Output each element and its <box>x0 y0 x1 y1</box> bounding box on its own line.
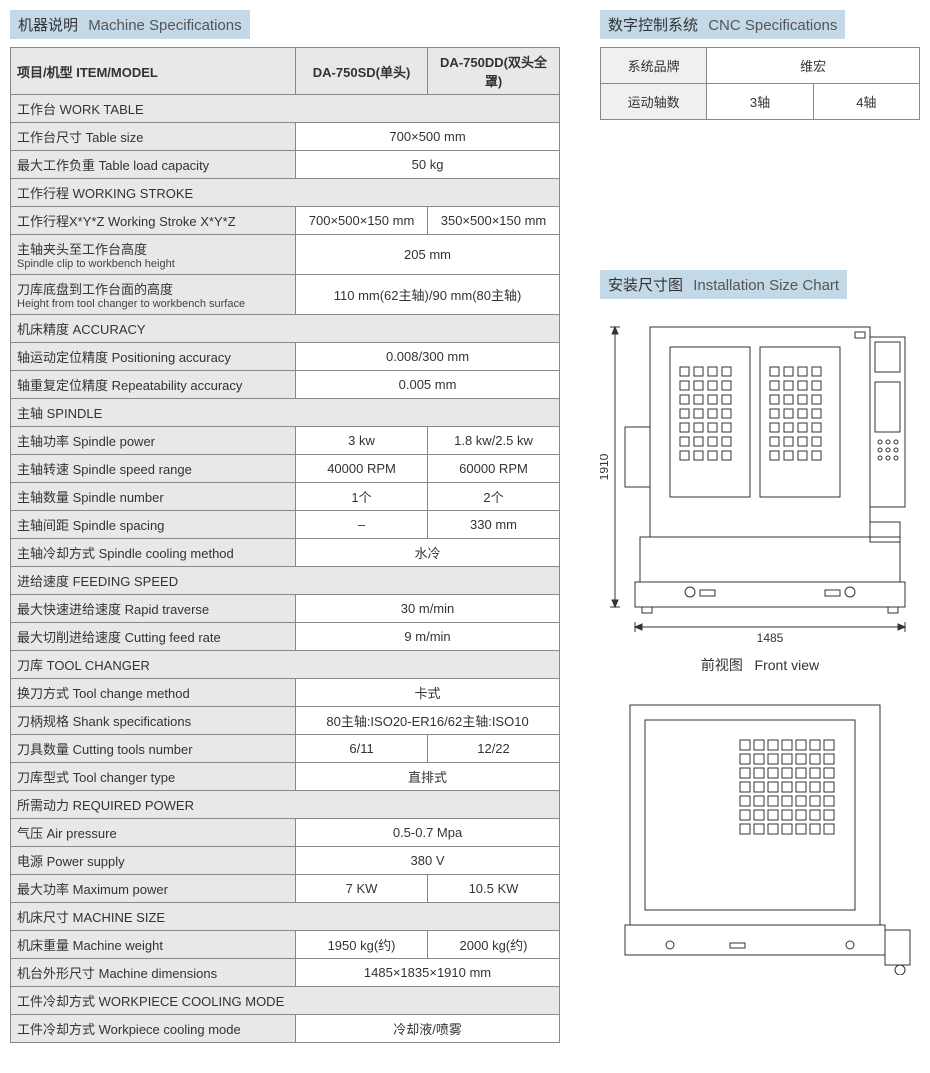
header-cn: 安装尺寸图 <box>608 277 683 294</box>
row-value: 110 mm(62主轴)/90 mm(80主轴) <box>296 275 560 315</box>
cnc-brand-label: 系统品牌 <box>601 48 707 84</box>
cnc-axis-v1: 3轴 <box>707 84 813 120</box>
row-value-2: 12/22 <box>428 735 560 763</box>
row-label: 主轴数量 Spindle number <box>11 483 296 511</box>
row-value: 30 m/min <box>296 595 560 623</box>
section-title: 刀库 TOOL CHANGER <box>11 651 560 679</box>
row-value-1: 7 KW <box>296 875 428 903</box>
header-cn: 机器说明 <box>18 17 78 34</box>
row-label: 轴重复定位精度 Repeatability accuracy <box>11 371 296 399</box>
row-value: 50 kg <box>296 151 560 179</box>
row-value-2: 2个 <box>428 483 560 511</box>
row-label: 最大功率 Maximum power <box>11 875 296 903</box>
section-title: 机床精度 ACCURACY <box>11 315 560 343</box>
row-value-1: – <box>296 511 428 539</box>
row-value-1: 700×500×150 mm <box>296 207 428 235</box>
row-value: 0.008/300 mm <box>296 343 560 371</box>
header-en: Machine Specifications <box>88 17 241 34</box>
row-value: 卡式 <box>296 679 560 707</box>
section-title: 机床尺寸 MACHINE SIZE <box>11 903 560 931</box>
side-view-diagram <box>600 695 920 975</box>
col-label: 项目/机型 ITEM/MODEL <box>11 48 296 95</box>
front-view-diagram: 1485 1910 <box>600 307 920 647</box>
row-label: 最大工作负重 Table load capacity <box>11 151 296 179</box>
install-chart-header: 安装尺寸图 Installation Size Chart <box>600 270 847 299</box>
row-value: 205 mm <box>296 235 560 275</box>
row-value: 80主轴:ISO20-ER16/62主轴:ISO10 <box>296 707 560 735</box>
row-label: 工作行程X*Y*Z Working Stroke X*Y*Z <box>11 207 296 235</box>
row-value: 0.5-0.7 Mpa <box>296 819 560 847</box>
row-value-2: 350×500×150 mm <box>428 207 560 235</box>
row-value: 380 V <box>296 847 560 875</box>
row-value-2: 2000 kg(约) <box>428 931 560 959</box>
cnc-axis-label: 运动轴数 <box>601 84 707 120</box>
section-title: 进给速度 FEEDING SPEED <box>11 567 560 595</box>
row-value: 水冷 <box>296 539 560 567</box>
row-value: 直排式 <box>296 763 560 791</box>
machine-spec-header: 机器说明 Machine Specifications <box>10 10 250 39</box>
row-label: 换刀方式 Tool change method <box>11 679 296 707</box>
row-value-1: 3 kw <box>296 427 428 455</box>
row-value-2: 330 mm <box>428 511 560 539</box>
section-title: 所需动力 REQUIRED POWER <box>11 791 560 819</box>
row-label: 工作台尺寸 Table size <box>11 123 296 151</box>
section-title: 主轴 SPINDLE <box>11 399 560 427</box>
cnc-spec-header: 数字控制系统 CNC Specifications <box>600 10 845 39</box>
row-label: 刀库型式 Tool changer type <box>11 763 296 791</box>
row-label: 机床重量 Machine weight <box>11 931 296 959</box>
row-label: 刀具数量 Cutting tools number <box>11 735 296 763</box>
row-label: 气压 Air pressure <box>11 819 296 847</box>
row-label: 主轴冷却方式 Spindle cooling method <box>11 539 296 567</box>
section-title: 工作台 WORK TABLE <box>11 95 560 123</box>
row-label: 主轴转速 Spindle speed range <box>11 455 296 483</box>
header-en: Installation Size Chart <box>693 277 839 294</box>
row-value-1: 40000 RPM <box>296 455 428 483</box>
row-label: 轴运动定位精度 Positioning accuracy <box>11 343 296 371</box>
col-model2: DA-750DD(双头全罩) <box>428 48 560 95</box>
row-label: 主轴夹头至工作台高度Spindle clip to workbench heig… <box>11 235 296 275</box>
dim-width: 1485 <box>757 631 784 645</box>
row-label: 刀库底盘到工作台面的高度Height from tool changer to … <box>11 275 296 315</box>
section-title: 工作行程 WORKING STROKE <box>11 179 560 207</box>
row-label: 最大快速进给速度 Rapid traverse <box>11 595 296 623</box>
row-value-2: 1.8 kw/2.5 kw <box>428 427 560 455</box>
row-value: 1485×1835×1910 mm <box>296 959 560 987</box>
row-value: 9 m/min <box>296 623 560 651</box>
col-model1: DA-750SD(单头) <box>296 48 428 95</box>
row-value: 冷却液/喷雾 <box>296 1015 560 1043</box>
row-label: 电源 Power supply <box>11 847 296 875</box>
section-title: 工件冷却方式 WORKPIECE COOLING MODE <box>11 987 560 1015</box>
dim-height: 1910 <box>600 453 611 480</box>
cnc-brand-val: 维宏 <box>707 48 920 84</box>
row-label: 主轴功率 Spindle power <box>11 427 296 455</box>
row-value-1: 6/11 <box>296 735 428 763</box>
row-label: 最大切削进给速度 Cutting feed rate <box>11 623 296 651</box>
row-value: 0.005 mm <box>296 371 560 399</box>
header-cn: 数字控制系统 <box>608 17 698 34</box>
cnc-axis-v2: 4轴 <box>813 84 919 120</box>
row-value: 700×500 mm <box>296 123 560 151</box>
row-label: 机台外形尺寸 Machine dimensions <box>11 959 296 987</box>
cnc-spec-table: 系统品牌 维宏 运动轴数 3轴 4轴 <box>600 47 920 120</box>
row-value-2: 60000 RPM <box>428 455 560 483</box>
row-label: 刀柄规格 Shank specifications <box>11 707 296 735</box>
row-value-1: 1950 kg(约) <box>296 931 428 959</box>
header-en: CNC Specifications <box>708 17 837 34</box>
row-value-1: 1个 <box>296 483 428 511</box>
row-value-2: 10.5 KW <box>428 875 560 903</box>
row-label: 主轴间距 Spindle spacing <box>11 511 296 539</box>
machine-spec-table: 项目/机型 ITEM/MODEL DA-750SD(单头) DA-750DD(双… <box>10 47 560 1043</box>
row-label: 工件冷却方式 Workpiece cooling mode <box>11 1015 296 1043</box>
front-view-caption: 前视图 Front view <box>600 655 920 675</box>
